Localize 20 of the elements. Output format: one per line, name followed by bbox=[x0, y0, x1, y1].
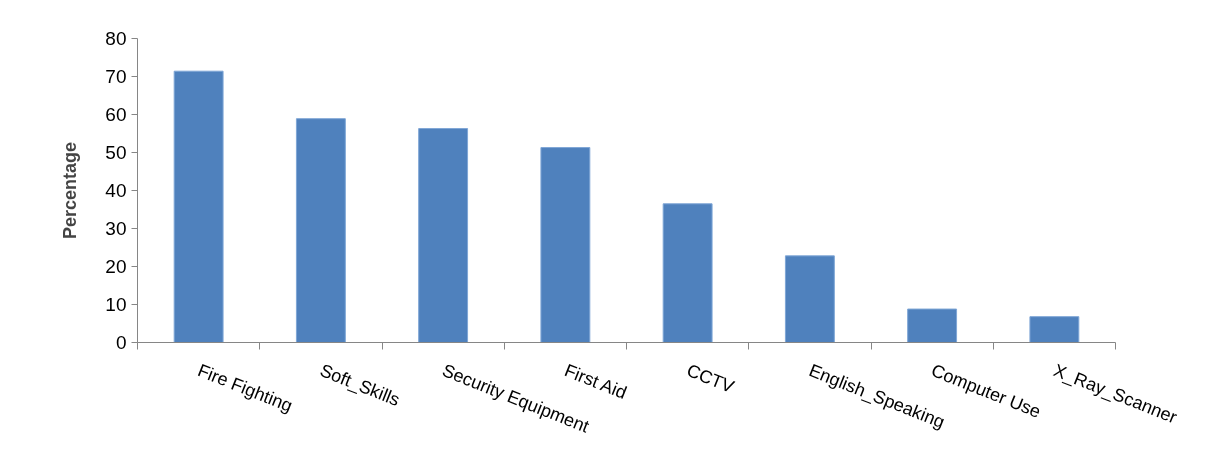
x-tick-label: First Aid bbox=[561, 360, 630, 403]
y-tick-label: 60 bbox=[105, 104, 127, 125]
bar bbox=[784, 255, 835, 343]
y-axis-title: Percentage bbox=[60, 141, 81, 240]
bar bbox=[1029, 316, 1080, 343]
bar bbox=[540, 147, 591, 343]
y-tick-label: 0 bbox=[115, 332, 127, 353]
y-tick-label: 10 bbox=[105, 294, 127, 315]
bar bbox=[662, 203, 713, 343]
y-tick-label: 40 bbox=[105, 180, 127, 201]
bar bbox=[907, 308, 958, 343]
y-tick-label: 70 bbox=[105, 66, 127, 87]
y-tick-label: 20 bbox=[105, 256, 127, 277]
y-tick-label: 30 bbox=[105, 218, 127, 239]
bar bbox=[418, 128, 469, 343]
y-tick-label: 50 bbox=[105, 142, 127, 163]
y-tick-label: 80 bbox=[105, 28, 127, 49]
bar bbox=[173, 70, 224, 343]
bar bbox=[295, 118, 346, 343]
x-tick-label: CCTV bbox=[683, 360, 737, 397]
